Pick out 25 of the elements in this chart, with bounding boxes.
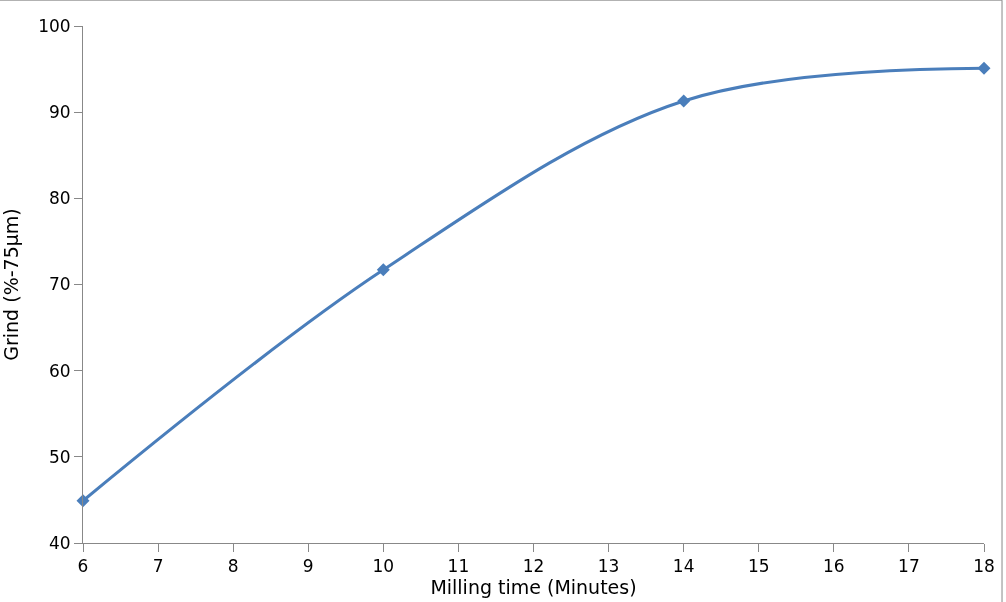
point [977, 61, 991, 75]
x-tick-label: 8 [227, 556, 239, 577]
x-tick-label: 9 [302, 556, 314, 577]
x-tick-label: 11 [447, 556, 470, 577]
point [376, 263, 390, 277]
x-tick-label: 14 [672, 556, 695, 577]
x-tick-label: 12 [522, 556, 545, 577]
x-tick-label: 13 [597, 556, 620, 577]
y-tick-label: 60 [48, 360, 71, 381]
x-tick-label: 18 [973, 556, 995, 577]
y-tick-label: 90 [48, 102, 71, 123]
y-tick-label: 80 [48, 188, 71, 209]
x-tick-label: 6 [77, 556, 89, 577]
y-tick-label: 70 [48, 274, 71, 295]
x-tick-label: 10 [372, 556, 395, 577]
x-tick-label: 15 [747, 556, 770, 577]
y-tick-label: 40 [48, 532, 71, 553]
x-axis-title: Milling time (Minutes) [430, 576, 637, 599]
y-tick-label: 100 [38, 15, 71, 36]
y-axis-title: Grind (%-75µm) [0, 208, 22, 361]
x-tick-label: 16 [823, 556, 845, 577]
x-tick-label: 17 [898, 556, 920, 577]
x-tick-label: 7 [152, 556, 164, 577]
y-tick-label: 50 [48, 446, 71, 467]
point [677, 94, 691, 108]
